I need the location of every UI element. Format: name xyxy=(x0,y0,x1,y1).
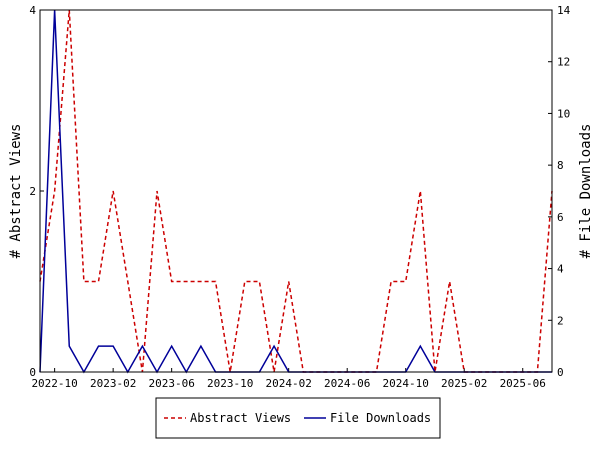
right-axis-ticks: 0 2 4 6 8 10 12 14 xyxy=(548,4,571,379)
series-line-file-downloads xyxy=(39,9,552,374)
y2-tick-label-14: 14 xyxy=(557,4,571,17)
y2-tick-label-4: 4 xyxy=(557,263,564,276)
legend-box xyxy=(155,397,441,439)
y2-tick-label-2: 2 xyxy=(557,314,564,327)
y2-axis-title: # File Downloads xyxy=(578,124,594,259)
series-layer xyxy=(39,9,553,374)
y-tick-label-0: 0 xyxy=(29,366,36,379)
y-tick-label-4: 4 xyxy=(29,4,36,17)
x-tick-label-2023-10: 2023-10 xyxy=(207,377,253,390)
legend-label-file-downloads: File Downloads xyxy=(330,411,431,425)
y2-tick-label-0: 0 xyxy=(557,366,564,379)
plot-frame xyxy=(39,9,553,373)
x-axis-ticks: 2022-10 2023-02 2023-06 2023-10 2024-02 2024-… xyxy=(31,368,546,390)
y-tick-label-2: 2 xyxy=(29,185,36,198)
x-tick-label-2025-02: 2025-02 xyxy=(441,377,487,390)
x-tick-label-2023-06: 2023-06 xyxy=(148,377,194,390)
x-tick-label-2025-06: 2025-06 xyxy=(500,377,546,390)
x-tick-label-2023-02: 2023-02 xyxy=(90,377,136,390)
y2-tick-label-10: 10 xyxy=(557,107,570,120)
legend-label-abstract-views: Abstract Views xyxy=(190,411,291,425)
x-tick-label-2024-10: 2024-10 xyxy=(383,377,429,390)
x-tick-label-2024-06: 2024-06 xyxy=(324,377,370,390)
x-tick-label-2022-10: 2022-10 xyxy=(31,377,77,390)
y2-tick-label-12: 12 xyxy=(557,56,570,69)
series-line-abstract-views xyxy=(39,9,553,373)
legend: Abstract Views File Downloads xyxy=(155,397,441,439)
y2-tick-label-6: 6 xyxy=(557,211,564,224)
y-axis-title: # Abstract Views xyxy=(8,124,24,259)
x-tick-label-2024-02: 2024-02 xyxy=(266,377,312,390)
y2-tick-label-8: 8 xyxy=(557,159,564,172)
